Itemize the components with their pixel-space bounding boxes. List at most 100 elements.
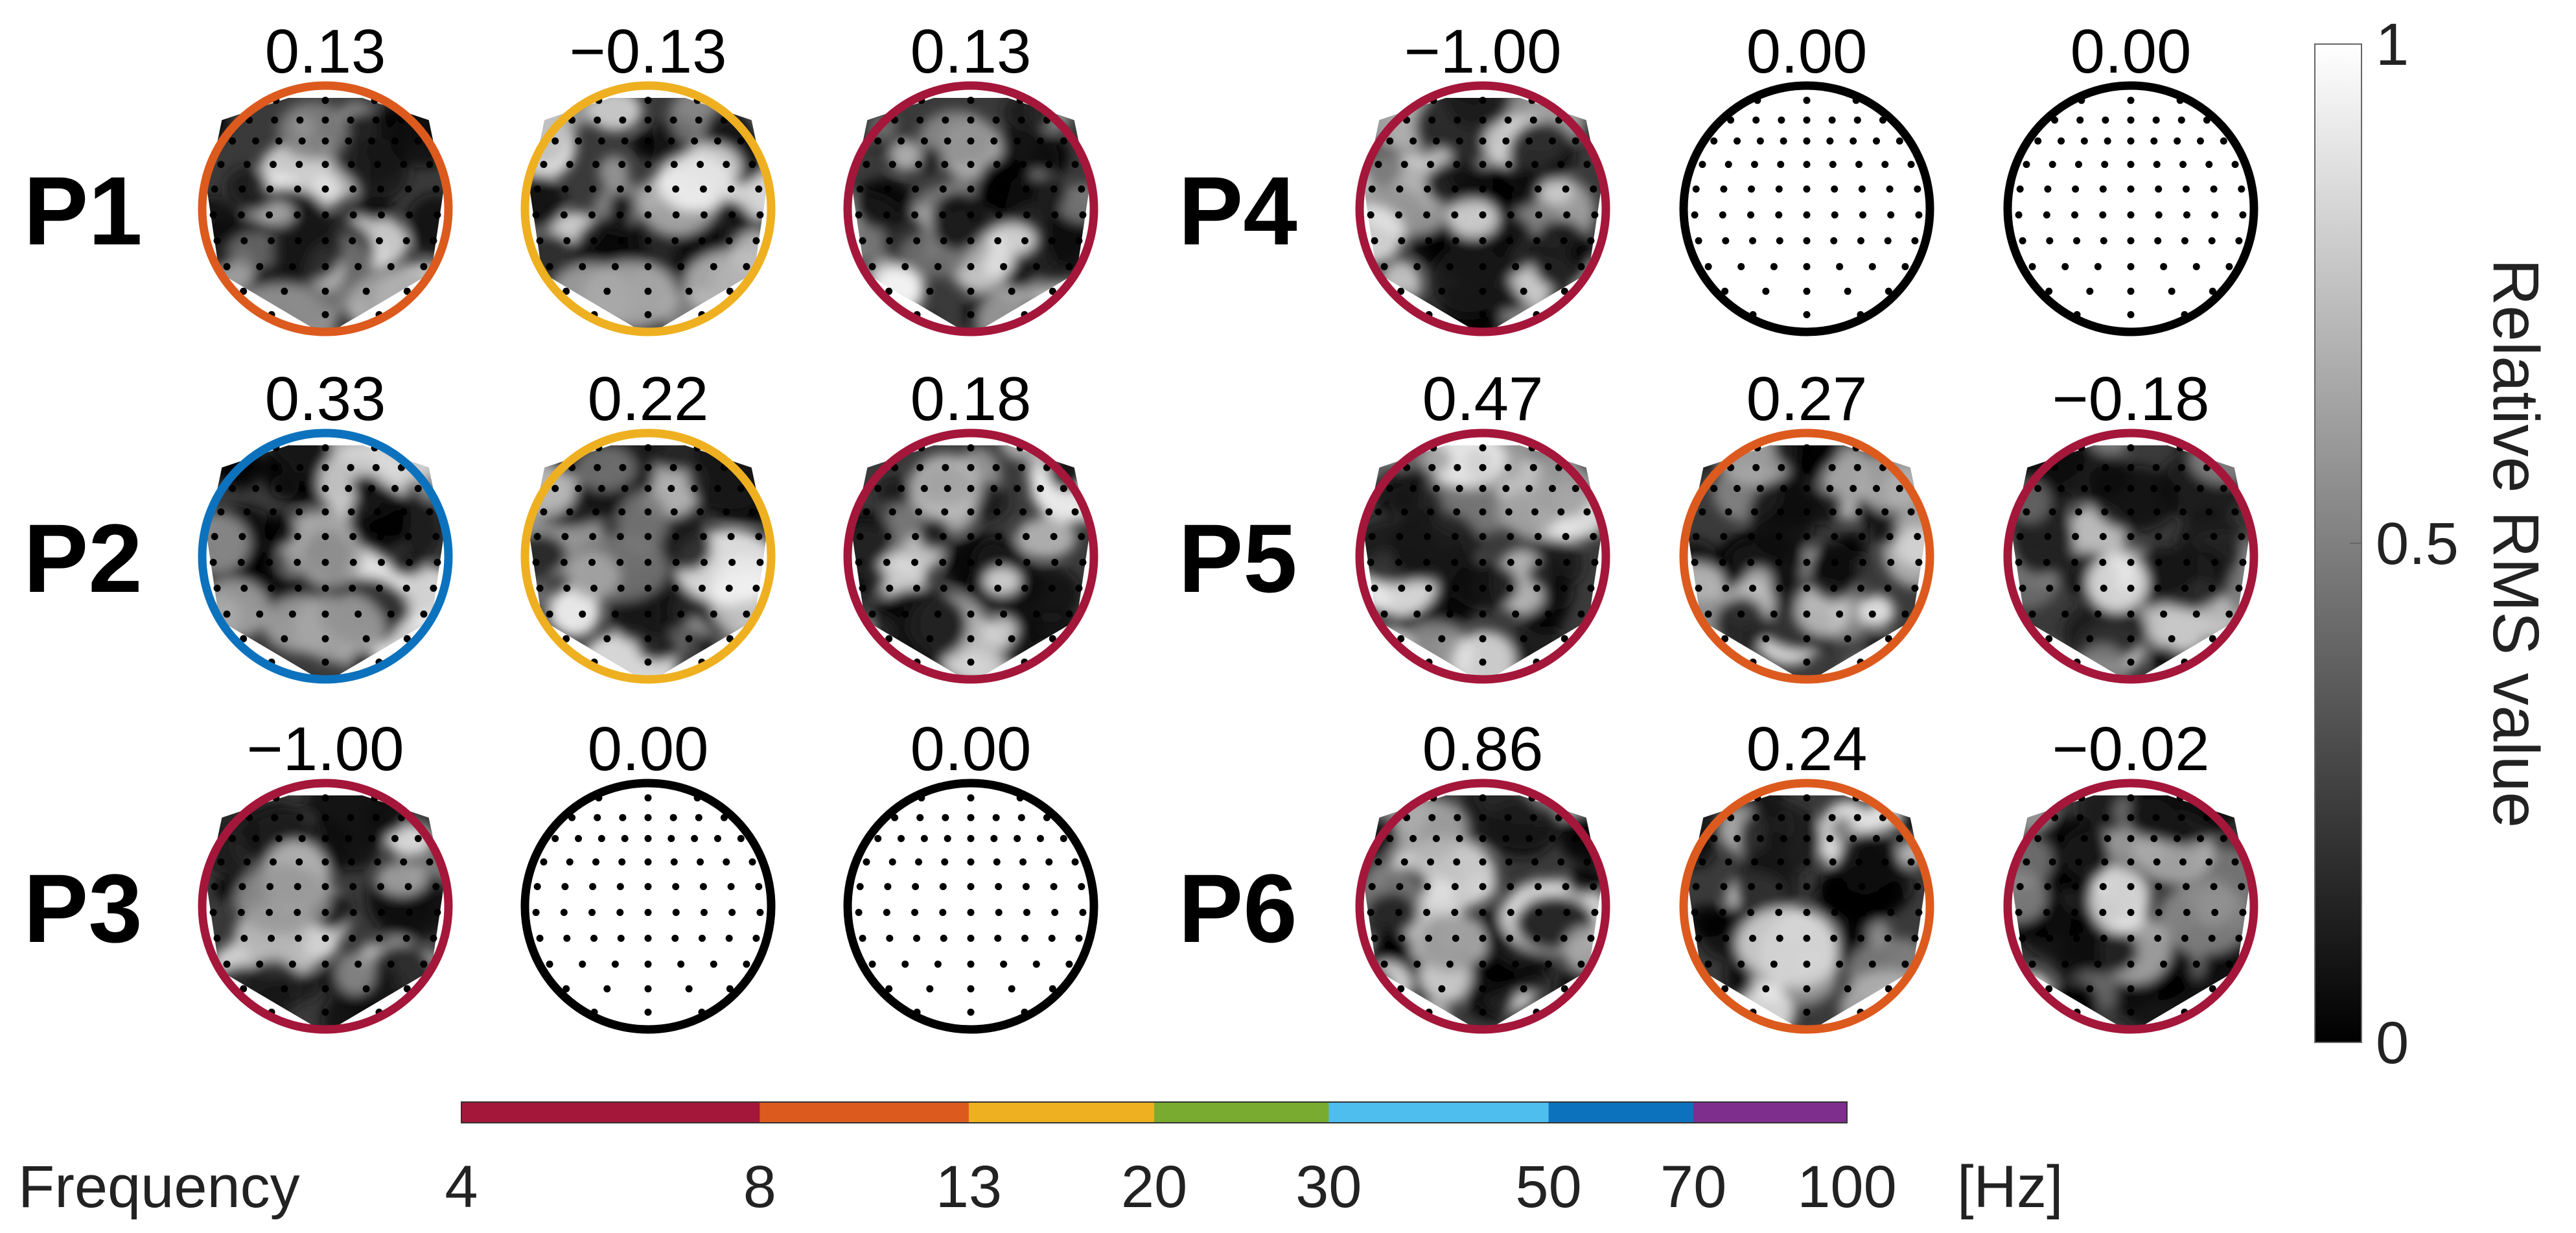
electrode-dot xyxy=(1079,559,1087,566)
electrode-dot xyxy=(432,185,440,193)
electrode-dot xyxy=(1737,610,1745,618)
electrode-dot xyxy=(2211,559,2219,566)
electrode-dot xyxy=(1896,485,1903,492)
electrode-dot xyxy=(1454,116,1461,124)
electrode-dot xyxy=(644,311,652,318)
electrode-dot xyxy=(560,909,568,916)
electrode-dot xyxy=(644,909,652,916)
electrode-dot xyxy=(913,584,921,592)
electrode-dot xyxy=(1428,116,1436,124)
panel-label: P1 xyxy=(23,156,142,265)
electrode-dot xyxy=(2127,533,2135,541)
electrode-dot xyxy=(2028,263,2036,270)
electrode-dot xyxy=(2154,584,2162,592)
electrode-dot xyxy=(1504,116,1512,124)
topomap: 0.00 xyxy=(843,714,1098,1034)
electrode-dot xyxy=(1451,883,1459,891)
electrode-dot xyxy=(1425,584,1433,592)
electrode-dot xyxy=(920,485,928,492)
electrode-dot xyxy=(2061,960,2069,968)
electrode-dot xyxy=(1747,211,1755,218)
electrode-dot xyxy=(1048,934,1056,942)
electrode-dot xyxy=(644,116,652,124)
electrode-dot xyxy=(644,584,652,592)
electrode-dot xyxy=(375,934,383,942)
electrode-dot xyxy=(1479,237,1487,244)
electrode-dot xyxy=(2155,533,2163,541)
electrode-dot xyxy=(888,858,896,866)
electrode-dot xyxy=(1036,137,1044,145)
electrode-dot xyxy=(1777,161,1785,169)
electrode-dot xyxy=(616,883,624,891)
electrode-dot xyxy=(2211,211,2219,218)
electrode-dot xyxy=(691,485,699,492)
electrode-dot xyxy=(1885,635,1892,642)
electrode-dot xyxy=(1479,464,1487,471)
electrode-dot xyxy=(990,137,998,145)
frequency-tick: 20 xyxy=(1121,1154,1187,1220)
electrode-dot xyxy=(644,211,652,218)
electrode-dot xyxy=(2099,533,2107,541)
electrode-dot xyxy=(1850,137,1857,145)
electrode-dot xyxy=(1050,883,1058,891)
electrode-dot xyxy=(1803,464,1811,471)
electrode-dot xyxy=(967,909,975,916)
electrode-dot xyxy=(967,934,975,942)
electrode-dot xyxy=(994,237,1002,244)
electrode-dot xyxy=(2235,934,2243,942)
electrode-dot xyxy=(347,508,355,516)
electrode-dot xyxy=(2153,508,2161,516)
electrode-dot xyxy=(1398,584,1406,592)
electrode-dot xyxy=(1049,287,1056,295)
electrode-dot xyxy=(349,934,356,942)
electrode-dot xyxy=(1032,960,1040,968)
electrode-dot xyxy=(726,985,734,992)
electrode-dot xyxy=(1859,211,1866,218)
electrode-dot xyxy=(644,814,652,821)
electrode-dot xyxy=(1590,883,1597,891)
electrode-dot xyxy=(372,116,380,124)
electrode-dot xyxy=(1544,960,1552,968)
electrode-dot xyxy=(404,533,412,541)
electrode-dot xyxy=(2019,934,2026,942)
electrode-dot xyxy=(1803,858,1811,866)
electrode-dot xyxy=(2238,533,2245,541)
electrode-dot xyxy=(1014,137,1021,145)
band-ring xyxy=(198,81,453,336)
electrode-dot xyxy=(667,835,675,842)
electrode-dot xyxy=(671,237,679,244)
electrode-dot xyxy=(1065,263,1073,270)
electrode-dot xyxy=(1562,185,1570,193)
electrode-dot xyxy=(347,814,354,821)
electrode-dot xyxy=(2192,960,2200,968)
electrode-dot xyxy=(1479,116,1487,124)
electrode-dot xyxy=(967,559,975,566)
electrode-dot xyxy=(934,610,942,618)
freq-bar-outline xyxy=(461,1101,1848,1123)
electrode-dot xyxy=(1438,287,1446,295)
freq-band-20-30 xyxy=(1154,1102,1330,1123)
electrode-dot xyxy=(883,211,890,218)
electrode-dot xyxy=(209,211,217,218)
electrode-dot xyxy=(1075,237,1083,244)
electrode-dot xyxy=(321,883,329,891)
electrode-dot xyxy=(901,960,909,968)
electrode-dot xyxy=(621,835,629,842)
electrode-dot xyxy=(1398,237,1406,244)
rms-map xyxy=(207,795,444,1028)
electrode-dot xyxy=(710,263,717,270)
electrode-dot xyxy=(752,934,760,942)
electrode-dot xyxy=(691,137,699,145)
electrode-dot xyxy=(551,485,559,492)
electrode-dot xyxy=(1762,985,1770,992)
electrode-dot xyxy=(644,161,652,169)
band-ring xyxy=(1679,81,1934,336)
electrode-dot xyxy=(1438,985,1446,992)
electrode-dot xyxy=(1507,185,1514,193)
topomap: 0.33 xyxy=(198,364,453,684)
frequency-tick: 70 xyxy=(1660,1154,1726,1220)
electrode-dot xyxy=(426,858,434,866)
electrode-dot xyxy=(374,508,382,516)
electrode-dot xyxy=(1453,161,1461,169)
electrode-dot xyxy=(1911,584,1919,592)
